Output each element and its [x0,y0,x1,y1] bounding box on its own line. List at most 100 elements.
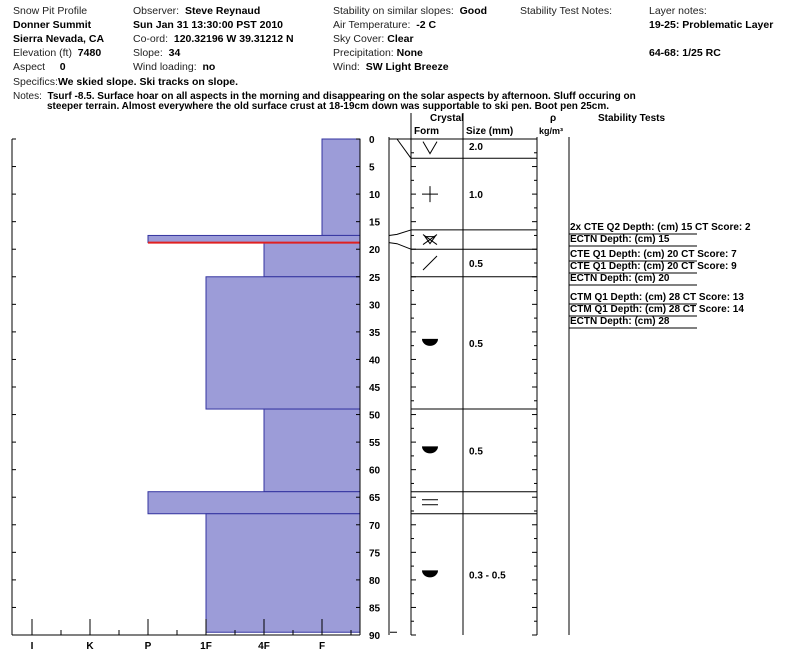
range: Sierra Nevada, CA [13,33,105,45]
precip-label: Precipitation: [333,47,394,59]
y-tick-label: 0 [369,135,375,146]
rho-header: ρ [550,113,557,124]
crystal-header: Crystal [430,113,464,124]
specifics: Specifics:We skied slope. Ski tracks on … [13,76,238,88]
wind-loading-value: no [202,61,216,73]
coord-value: 120.32196 W 39.31212 N [173,33,294,45]
y-tick-label: 65 [369,493,381,504]
sky-value: Clear [387,33,414,45]
coord: Co-ord: 120.32196 W 39.31212 N [133,33,294,45]
hardness-bar [321,138,361,236]
hardness-bar [147,234,361,244]
stability-test-entry: CTE Q1 Depth: (cm) 20 CT Score: 7 [570,249,737,260]
ice-crust-icon [422,499,438,506]
grain-size: 0.5 [469,259,483,270]
wind-label: Wind: [333,61,360,73]
elevation-value: 7480 [77,47,102,59]
x-tick-label: F [319,641,325,652]
wind-loading-label: Wind loading: [133,61,197,73]
grain-size: 0.5 [469,339,483,350]
wind: Wind: SW Light Breeze [333,61,449,73]
coord-label: Co-ord: [133,33,169,45]
datetime: Sun Jan 31 13:30:00 PST 2010 [133,19,283,31]
icon-stroke [422,234,438,245]
aspect: Aspect 0 [13,61,66,73]
layer-note: 64-68: 1/25 RC [649,47,721,59]
surface-hoar-icon [422,141,438,155]
y-tick-label: 60 [369,466,381,477]
faceted-rounded-icon [422,234,438,245]
y-tick-label: 90 [369,631,381,642]
stability-tests-header: Stability Tests [598,113,666,124]
layer-connector [396,138,412,159]
location: Donner Summit [13,19,92,31]
x-tick-label: K [86,641,94,652]
form-header: Form [414,126,439,137]
y-tick-label: 80 [369,576,381,587]
y-tick-label: 35 [369,328,381,339]
sky: Sky Cover: Clear [333,33,414,45]
notes: Notes: Tsurf -8.5. Surface hoar on all a… [13,92,636,112]
y-tick-label: 15 [369,218,381,229]
y-tick-label: 55 [369,438,381,449]
y-tick-label: 20 [369,245,381,256]
stability-test-entry: ECTN Depth: (cm) 15 [570,234,670,245]
wind-loading: Wind loading: no [133,61,215,73]
x-tick-label: 4F [258,641,270,652]
observer-label: Observer: [133,5,180,17]
hardness-bar [263,242,361,278]
hardness-bar [205,276,361,410]
y-tick-label: 50 [369,411,381,422]
rounded-grains-icon [422,338,438,346]
notes-line: Tsurf -8.5. Surface hoar on all aspects … [47,91,636,102]
air-temp-label: Air Temperature: [333,19,411,31]
precipitation-particles-icon [422,186,438,203]
sky-label: Sky Cover: [333,33,385,45]
stability-value: Good [459,5,488,17]
rounded-grains-icon [422,570,438,578]
notes-label: Notes: [13,91,42,102]
stability-test-entry: ECTN Depth: (cm) 20 [570,273,670,284]
stability-test-entry: CTE Q1 Depth: (cm) 20 CT Score: 9 [570,261,737,272]
y-tick-label: 10 [369,190,381,201]
y-tick-label: 30 [369,300,381,311]
size-header: Size (mm) [466,126,514,137]
decomposing-fragments-icon [422,255,438,271]
y-tick-label: 85 [369,603,381,614]
stability-label: Stability on similar slopes: [333,5,454,17]
y-tick-label: 45 [369,383,381,394]
layer-note: 19-25: Problematic Layer [649,19,774,31]
wind-value: SW Light Breeze [365,61,449,73]
stability-test-notes-label: Stability Test Notes: [520,5,613,17]
x-tick-label: I [31,641,34,652]
rounded-grains-icon [422,446,438,454]
icon-stroke [424,236,436,245]
slope-value: 34 [168,47,181,59]
air-temp: Air Temperature: -2 C [333,19,436,31]
elevation-label: Elevation (ft) [13,47,72,59]
aspect-value: 0 [59,61,66,73]
y-tick-label: 5 [369,163,375,174]
y-tick-label: 70 [369,521,381,532]
layer-connector [388,229,412,236]
precip-value: None [396,47,423,59]
air-temp-value: -2 C [416,19,437,31]
aspect-label: Aspect [13,61,46,73]
grain-size: 0.5 [469,446,483,457]
y-tick-label: 40 [369,355,381,366]
stability-test-entry: CTM Q1 Depth: (cm) 28 CT Score: 14 [570,304,744,315]
grain-size: 2.0 [469,142,483,153]
y-tick-label: 75 [369,548,381,559]
hardness-bar [147,491,361,515]
specifics-value: We skied slope. Ski tracks on slope. [57,76,239,88]
stability-test-entry: ECTN Depth: (cm) 28 [570,316,670,327]
density-unit-header: kg/m³ [539,126,564,136]
page-title: Snow Pit Profile [13,5,88,17]
slope-label: Slope: [133,47,163,59]
stability-test-entry: 2x CTE Q2 Depth: (cm) 15 CT Score: 2 [570,222,751,233]
elevation: Elevation (ft) 7480 [13,47,101,59]
notes-line: steeper terrain. Almost everywhere the o… [47,101,610,112]
x-tick-label: P [145,641,152,652]
layer-connector [388,242,412,250]
